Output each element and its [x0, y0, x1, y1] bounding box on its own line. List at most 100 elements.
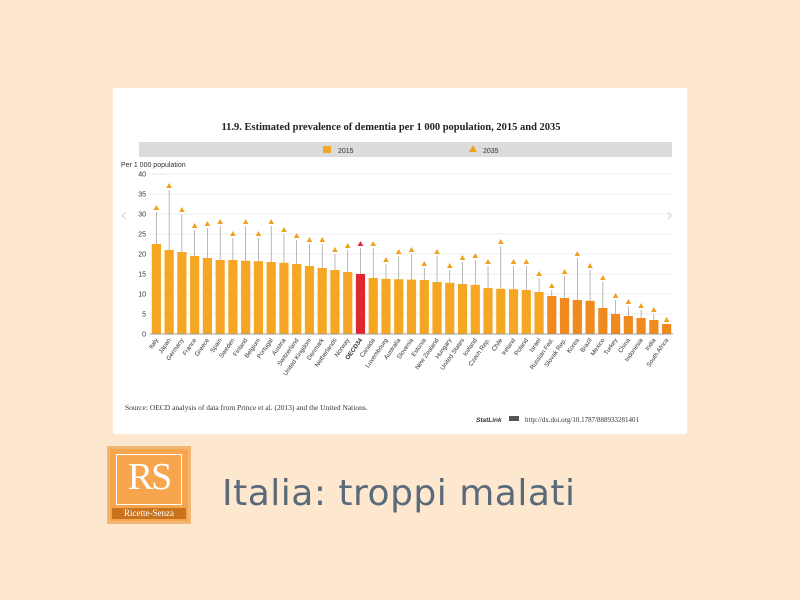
marker-2035: [472, 253, 479, 258]
source-note: Source: OECD analysis of data from Princ…: [125, 403, 368, 412]
legend-marker-2035: [469, 145, 477, 152]
marker-2035: [549, 283, 555, 288]
statlink-url[interactable]: http://dx.doi.org/10.1787/888933281401: [525, 416, 640, 424]
marker-2035: [625, 299, 632, 304]
marker-2035: [459, 255, 466, 260]
y-tick-label: 5: [142, 312, 146, 319]
marker-2035: [561, 269, 568, 274]
y-tick-label: 35: [138, 192, 146, 199]
chart-panel: 11.9. Estimated prevalence of dementia p…: [113, 88, 687, 434]
bar-2015: [649, 320, 659, 334]
bar-2015: [547, 296, 557, 334]
marker-2035: [332, 247, 338, 252]
x-tick-label: Korea: [566, 337, 582, 355]
slide-title: Italia: troppi malati: [222, 473, 576, 514]
bar-2015: [304, 266, 315, 334]
legend-label-2015: 2015: [338, 148, 354, 155]
marker-2035: [651, 307, 657, 312]
bar-2015: [521, 290, 531, 334]
y-tick-label: 20: [138, 252, 146, 259]
legend-label-2035: 2035: [483, 148, 499, 155]
bar-2015: [559, 298, 570, 334]
bar-2015: [572, 300, 582, 334]
marker-2035: [574, 251, 581, 256]
y-tick-label: 15: [138, 272, 146, 279]
bar-2015: [151, 244, 161, 334]
y-tick-label: 40: [138, 172, 146, 179]
bar-2015: [419, 280, 429, 334]
marker-2035: [536, 271, 542, 276]
marker-2035: [510, 259, 517, 264]
marker-2035: [179, 207, 185, 212]
logo-caption: Ricette-Senza: [112, 508, 186, 519]
marker-2035: [153, 205, 160, 210]
bar-2015: [406, 279, 417, 334]
bar-2015: [611, 314, 621, 334]
dementia-chart: 11.9. Estimated prevalence of dementia p…: [121, 122, 673, 424]
marker-2035: [242, 219, 249, 224]
logo-monogram: RS: [127, 456, 172, 498]
bar-2015: [585, 300, 595, 334]
marker-2035: [230, 231, 236, 236]
bar-2015: [483, 288, 493, 334]
marker-2035: [370, 241, 377, 246]
marker-2035: [268, 219, 274, 224]
bar-2015: [164, 250, 174, 334]
marker-2035: [638, 303, 644, 308]
marker-2035: [293, 233, 300, 238]
marker-2035: [204, 221, 211, 226]
bar-2015: [381, 278, 391, 334]
y-tick-label: 25: [138, 232, 146, 239]
marker-2035: [446, 263, 453, 268]
bar-2015: [228, 260, 238, 334]
bar-2015: [534, 292, 544, 334]
marker-2035: [497, 239, 504, 244]
marker-2035: [344, 243, 351, 248]
statlink-label[interactable]: StatLink: [476, 417, 502, 424]
bar-2015: [636, 318, 646, 334]
marker-2035: [395, 249, 402, 254]
marker-2035: [255, 231, 262, 236]
bar-2015: [457, 284, 468, 334]
x-tick-label: Poland: [513, 337, 530, 357]
y-axis-label: Per 1 000 population: [121, 162, 186, 169]
bar-2015: [253, 261, 264, 334]
marker-2035: [663, 317, 670, 322]
bar-2015: [445, 282, 455, 334]
marker-2035: [166, 183, 172, 188]
legend-swatch-2015: [323, 146, 331, 153]
logo-frame: [116, 454, 182, 505]
marker-2035: [408, 247, 415, 252]
bar-2015: [215, 260, 225, 334]
bar-2015: [355, 274, 366, 334]
bar-2015: [202, 258, 212, 334]
bar-2015: [241, 260, 251, 334]
marker-2035: [587, 263, 593, 268]
marker-2035: [357, 241, 364, 246]
ricette-senza-logo: RS Ricette-Senza: [107, 446, 191, 524]
bar-2015: [394, 279, 404, 334]
y-tick-label: 0: [142, 332, 146, 339]
bar-2015: [598, 308, 608, 334]
bar-2015: [496, 288, 506, 334]
legend-box: [139, 142, 672, 157]
marker-2035: [485, 259, 491, 264]
bar-2015: [317, 268, 327, 334]
chart-title: 11.9. Estimated prevalence of dementia p…: [221, 122, 560, 133]
y-tick-label: 30: [138, 212, 146, 219]
bar-2015: [279, 262, 289, 334]
marker-2035: [523, 259, 530, 264]
bar-2015: [662, 324, 672, 334]
statlink-icon: [509, 416, 519, 421]
bar-2015: [177, 252, 187, 334]
marker-2035: [191, 223, 198, 228]
marker-2035: [306, 237, 313, 242]
bar-2015: [190, 256, 200, 334]
chevron-left-icon[interactable]: ‹: [120, 205, 128, 226]
chevron-right-icon[interactable]: ›: [666, 205, 674, 226]
bar-2015: [292, 264, 302, 334]
marker-2035: [600, 275, 606, 280]
bar-2015: [470, 284, 480, 334]
x-tick-label: Turkey: [603, 336, 620, 356]
bar-2015: [343, 272, 353, 334]
